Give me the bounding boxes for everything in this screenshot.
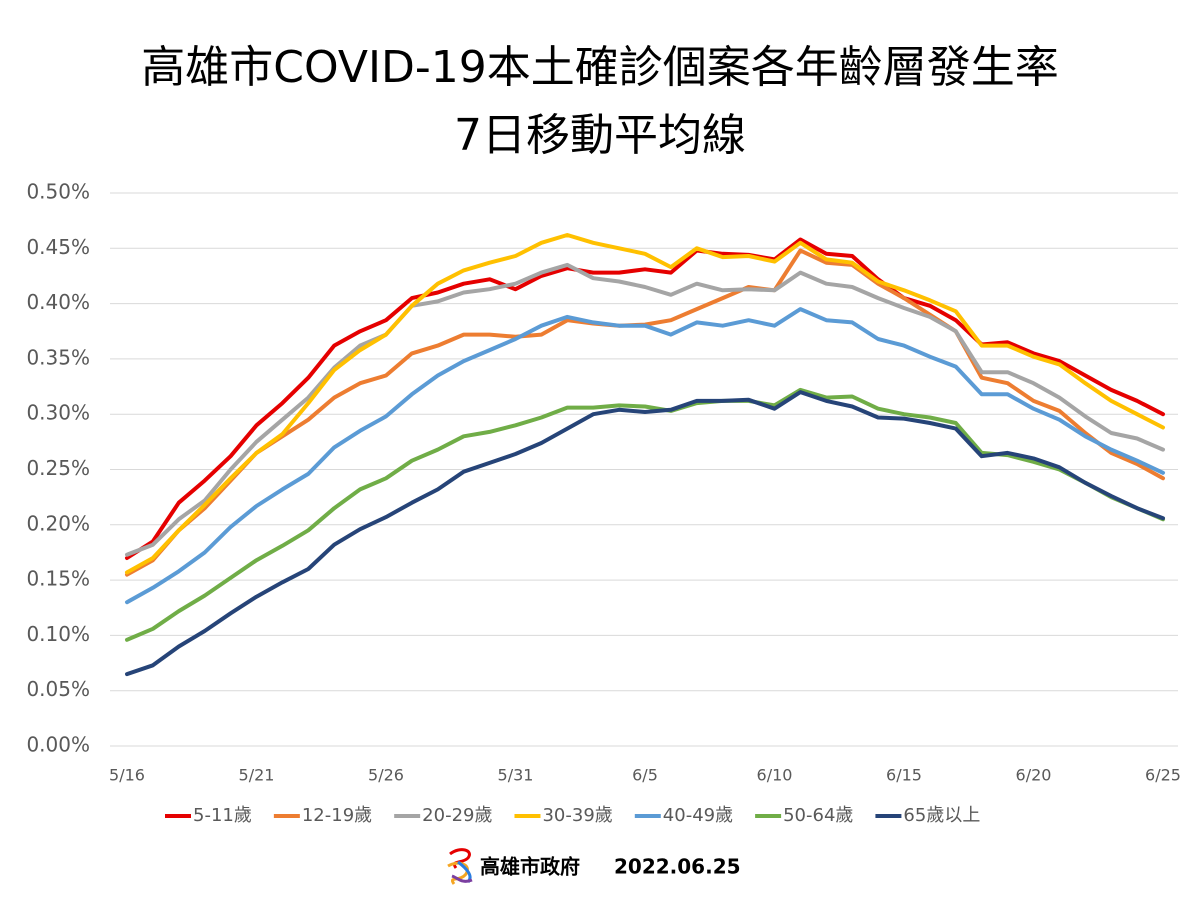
x-tick-label: 5/21 [239, 766, 275, 785]
y-tick-label: 0.20% [26, 511, 90, 535]
legend-label: 12-19歲 [302, 805, 372, 826]
series-line [125, 262, 1165, 557]
legend-label: 5-11歲 [193, 805, 252, 826]
x-tick-label: 6/5 [632, 766, 658, 785]
legend-label: 30-39歲 [542, 805, 612, 826]
y-tick-label: 0.40% [26, 290, 90, 314]
y-tick-label: 0.45% [26, 235, 90, 259]
x-tick-label: 6/25 [1145, 766, 1181, 785]
series-line [125, 233, 1165, 575]
footer-date: 2022.06.25 [614, 855, 741, 879]
chart-subtitle: 7日移動平均線 [454, 110, 746, 161]
y-tick-label: 0.35% [26, 345, 90, 369]
y-tick-label: 0.25% [26, 456, 90, 480]
y-tick-label: 0.15% [26, 567, 90, 591]
y-tick-label: 0.00% [26, 733, 90, 757]
series-line [125, 390, 1165, 677]
footer-organization: 高雄市政府 [480, 855, 580, 879]
logo [447, 848, 473, 885]
x-tick-label: 5/16 [109, 766, 145, 785]
y-tick-label: 0.10% [26, 622, 90, 646]
x-tick-label: 5/26 [368, 766, 404, 785]
y-tick-label: 0.05% [26, 677, 90, 701]
legend-label: 40-49歲 [663, 805, 733, 826]
legend-label: 50-64歲 [783, 805, 853, 826]
series-line [125, 387, 1165, 642]
y-tick-label: 0.50% [26, 180, 90, 204]
x-tick-label: 6/20 [1016, 766, 1052, 785]
x-tick-label: 6/10 [757, 766, 793, 785]
x-tick-label: 5/31 [498, 766, 534, 785]
y-tick-label: 0.30% [26, 401, 90, 425]
legend-label: 20-29歲 [422, 805, 492, 826]
series-line [125, 307, 1165, 605]
legend-label: 65歲以上 [903, 805, 980, 826]
x-tick-label: 6/15 [886, 766, 922, 785]
chart-title: 高雄市COVID-19本土確診個案各年齡層發生率 [141, 42, 1058, 93]
